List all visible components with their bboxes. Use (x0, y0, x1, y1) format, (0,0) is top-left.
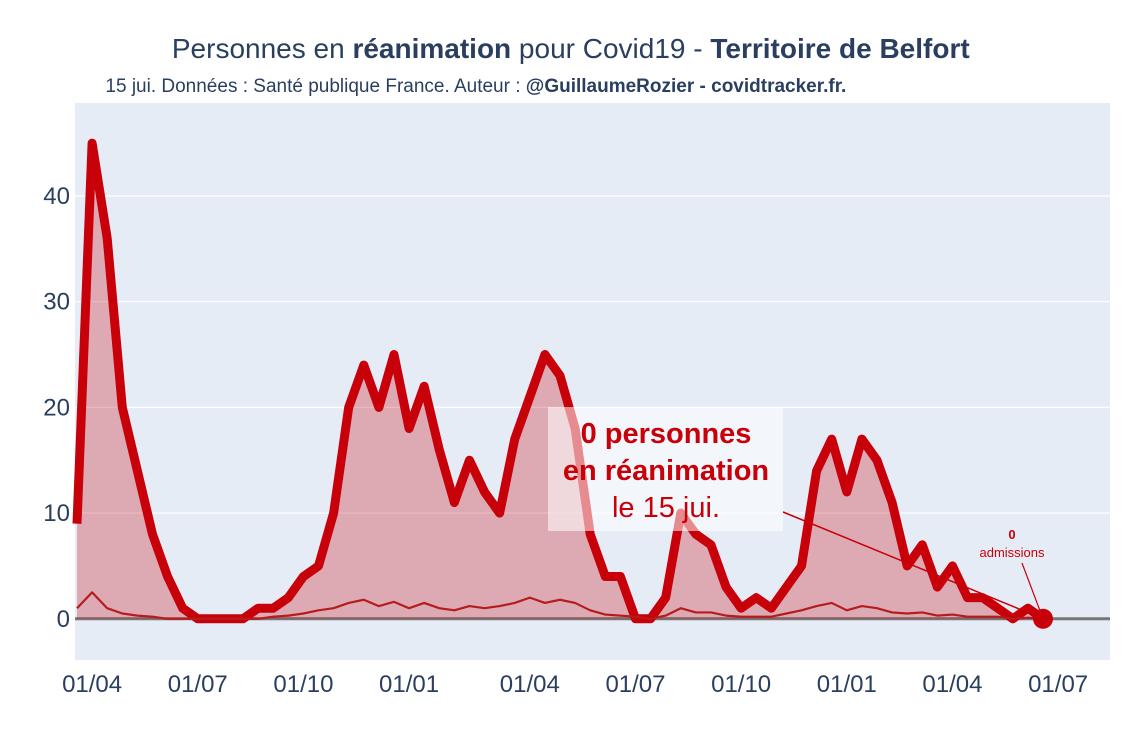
y-tick-label: 20 (43, 394, 70, 421)
title-part: réanimation (352, 33, 511, 64)
x-tick-label: 01/01 (817, 671, 877, 698)
admissions-line (76, 591, 1044, 620)
y-tick-label: 30 (43, 289, 70, 316)
x-tick-label: 01/04 (500, 671, 560, 698)
y-tick-label: 10 (43, 500, 70, 527)
annotation-text: en réanimation (563, 455, 769, 487)
annotation-text: le 15 jui. (612, 492, 720, 524)
x-tick-label: 01/10 (273, 671, 333, 698)
chart-title: Personnes en réanimation pour Covid19 - … (133, 33, 993, 64)
x-tick-label: 01/01 (379, 671, 439, 698)
x-tick-label: 01/07 (1028, 671, 1088, 698)
subtitle-part: @GuillaumeRozier - covidtracker.fr. (526, 76, 847, 97)
marks (72, 138, 1054, 629)
annotation-box (548, 407, 783, 531)
x-tick-label: 01/07 (168, 671, 228, 698)
subtitle: 15 jui. Données : Santé publique France.… (79, 76, 862, 97)
annotation-arrow (782, 511, 1044, 620)
annotation-arrow (1021, 562, 1044, 619)
title-part: pour Covid19 - (511, 33, 710, 64)
y-tick-label: 40 (43, 183, 70, 210)
x-tick-label: 01/10 (711, 671, 771, 698)
x-tick-label: 01/04 (922, 671, 982, 698)
x-tick-label: 01/07 (605, 671, 665, 698)
x-tick-label: 01/04 (62, 671, 122, 698)
annotation-text: 0 personnes (581, 418, 752, 450)
title-part: Personnes en (172, 33, 353, 64)
annotation-text: 0 (1008, 527, 1015, 542)
title-part: Territoire de Belfort (710, 33, 969, 64)
y-tick-label: 0 (57, 606, 70, 633)
annotation-text: admissions (979, 545, 1045, 560)
subtitle-part: 15 jui. Données : Santé publique France.… (105, 76, 525, 97)
